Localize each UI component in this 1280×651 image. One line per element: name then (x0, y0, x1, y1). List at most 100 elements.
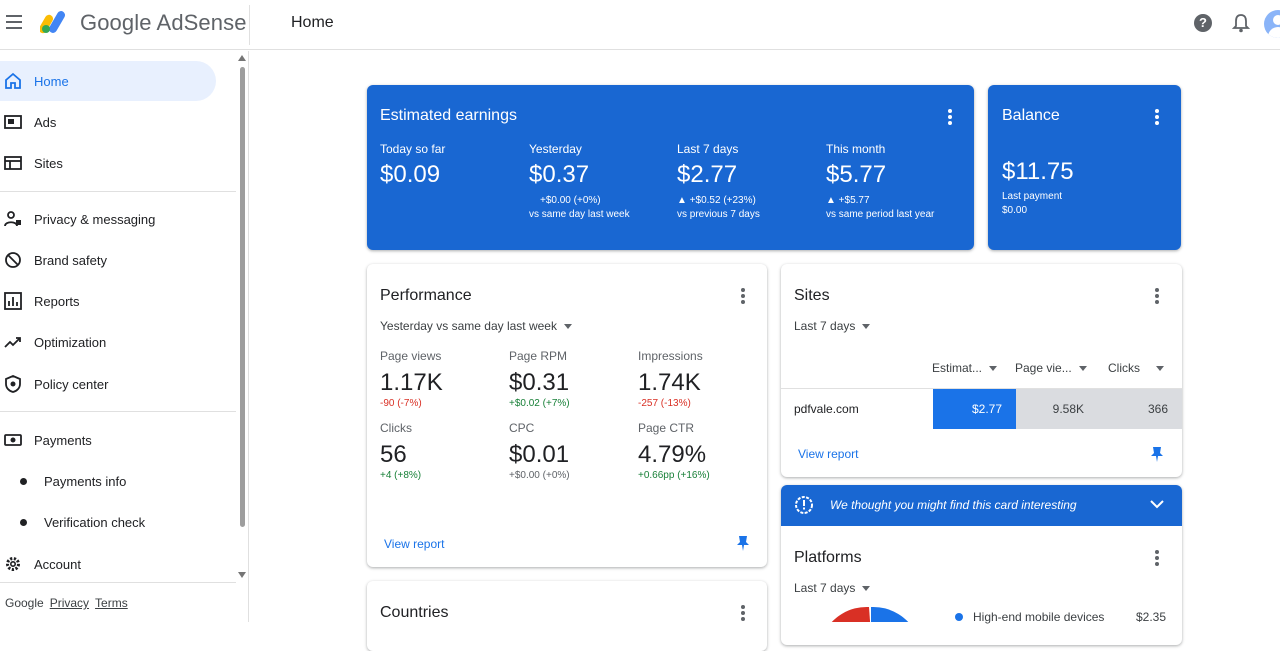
metric-value: 56 (380, 441, 407, 468)
metric-label: Today so far (380, 142, 446, 156)
metric-compare: vs same period last year (826, 209, 935, 220)
sidebar-item-reports[interactable]: Reports (0, 281, 216, 321)
avatar[interactable] (1264, 10, 1280, 38)
pie-slice-other (831, 606, 871, 622)
metric-label: Last 7 days (677, 142, 739, 156)
date-range-dropdown[interactable]: Last 7 days (794, 319, 871, 333)
sidebar: Home Ads Sites Privacy & messaging Brand… (0, 51, 249, 622)
card-title: Balance (1002, 107, 1060, 124)
metric-value: 1.74K (638, 369, 701, 396)
more-options-icon[interactable] (1155, 550, 1159, 566)
sidebar-item-privacy[interactable]: Privacy & messaging (0, 199, 216, 239)
more-options-icon[interactable] (741, 288, 745, 304)
suggestion-banner[interactable]: We thought you might find this card inte… (781, 485, 1182, 526)
sites-icon (4, 156, 22, 170)
more-options-icon[interactable] (741, 605, 745, 621)
legend-value: $2.35 (1136, 610, 1167, 624)
column-header-clicks[interactable]: Clicks (1108, 361, 1164, 375)
sidebar-item-payments-info[interactable]: Payments info (0, 461, 216, 501)
metric-label: Yesterday (529, 142, 582, 156)
metric-label: Clicks (380, 421, 412, 435)
balance-card: Balance $11.75 Last payment $0.00 (988, 85, 1181, 250)
page-title: Home (291, 14, 334, 31)
date-range-dropdown[interactable]: Last 7 days (794, 581, 871, 595)
more-options-icon[interactable] (1155, 288, 1159, 304)
card-title: Countries (380, 604, 449, 621)
scroll-up-arrow[interactable] (238, 55, 246, 61)
terms-link[interactable]: Terms (95, 596, 128, 610)
block-icon (5, 252, 21, 268)
metric-label: Page RPM (509, 349, 568, 363)
table-row[interactable]: pdfvale.com $2.77 9.58K 366 (781, 389, 1182, 430)
banner-text: We thought you might find this card inte… (830, 498, 1077, 512)
chevron-down-icon[interactable] (1150, 499, 1164, 509)
gear-icon (6, 557, 20, 571)
topbar-divider (249, 5, 250, 45)
column-header-page-views[interactable]: Page vie... (1015, 361, 1087, 375)
sidebar-item-sites[interactable]: Sites (0, 143, 216, 183)
sidebar-item-policy-center[interactable]: Policy center (0, 364, 216, 404)
sidebar-item-verification-check[interactable]: Verification check (0, 502, 216, 542)
chevron-down-icon (989, 366, 998, 372)
pie-slice-mobile (871, 606, 909, 622)
notifications-icon[interactable] (1232, 13, 1250, 33)
more-options-icon[interactable] (948, 109, 952, 125)
date-range-value: Last 7 days (794, 581, 856, 595)
sidebar-item-payments[interactable]: Payments (0, 420, 216, 460)
menu-icon[interactable] (6, 15, 22, 29)
platforms-pie-chart (831, 606, 909, 622)
page-views-cell: 9.58K (1016, 389, 1098, 429)
sidebar-item-label: Payments info (44, 473, 127, 489)
sidebar-item-ads[interactable]: Ads (0, 102, 216, 142)
view-report-link[interactable]: View report (384, 537, 445, 551)
sidebar-footer-divider (0, 582, 236, 583)
column-header-label: Page vie... (1015, 361, 1072, 375)
sidebar-footer: Google Privacy Terms (5, 596, 128, 610)
sidebar-item-label: Ads (34, 114, 57, 130)
pin-icon[interactable] (1150, 446, 1164, 462)
column-header-label: Clicks (1108, 361, 1140, 375)
sidebar-item-label: Account (34, 556, 81, 572)
home-icon (5, 72, 21, 89)
sidebar-divider (0, 411, 236, 412)
date-range-dropdown[interactable]: Yesterday vs same day last week (380, 319, 572, 333)
metric-label: Page CTR (638, 421, 695, 435)
chevron-down-icon (862, 324, 871, 330)
metric-value: $0.37 (529, 161, 590, 188)
metric-value: $0.09 (380, 161, 441, 188)
column-header-earnings[interactable]: Estimat... (932, 361, 998, 375)
legend-swatch (955, 613, 963, 621)
sidebar-item-label: Sites (34, 155, 63, 171)
estimated-earnings-card: Estimated earnings Today so far $0.09 Ye… (367, 85, 974, 250)
metric-compare: vs same day last week (529, 209, 630, 220)
sidebar-item-label: Reports (34, 293, 80, 309)
view-report-link[interactable]: View report (798, 447, 859, 461)
chevron-down-icon (1156, 366, 1164, 372)
metric-value: 1.17K (380, 369, 443, 396)
chevron-down-icon (862, 586, 871, 592)
metric-delta: ▲ +$5.77 (826, 195, 870, 206)
help-icon[interactable]: ? (1194, 14, 1212, 32)
sidebar-item-optimization[interactable]: Optimization (0, 322, 216, 362)
sidebar-item-account[interactable]: Account (0, 544, 216, 584)
sidebar-item-label: Payments (34, 432, 92, 448)
metric-value: $5.77 (826, 161, 887, 188)
legend-label: High-end mobile devices (973, 610, 1105, 624)
pin-icon[interactable] (736, 535, 750, 551)
privacy-link[interactable]: Privacy (49, 596, 90, 610)
metric-label: Page views (380, 349, 442, 363)
balance-value: $11.75 (1002, 158, 1074, 185)
sidebar-item-brand-safety[interactable]: Brand safety (0, 240, 216, 280)
earnings-cell: $2.77 (933, 389, 1016, 429)
clicks-cell: 366 (1098, 389, 1182, 429)
footer-brand: Google (5, 596, 44, 610)
sidebar-item-home[interactable]: Home (0, 61, 216, 101)
metric-value: $2.77 (677, 161, 738, 188)
more-options-icon[interactable] (1155, 109, 1159, 125)
metric-delta: -90 (-7%) (380, 398, 422, 409)
sidebar-scrollbar[interactable] (240, 67, 245, 527)
scroll-down-arrow[interactable] (238, 572, 246, 578)
card-title: Sites (794, 287, 830, 304)
metric-value: $0.01 (509, 441, 570, 468)
metric-delta: +4 (+8%) (380, 470, 422, 481)
